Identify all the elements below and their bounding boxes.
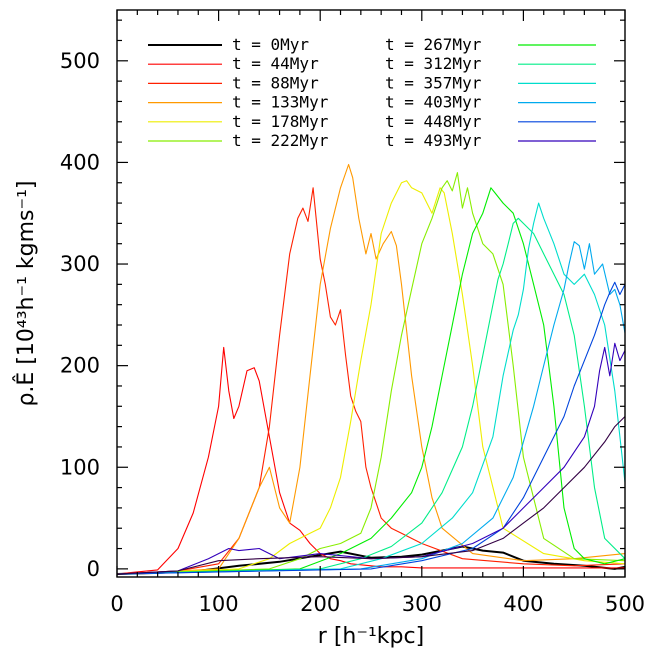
legend-label: t = 0Myr	[232, 35, 309, 54]
x-tick-label: 500	[605, 592, 645, 616]
legend-label: t = 312Myr	[385, 54, 482, 73]
tick-labels: 0 100 200 300 400 500 0 100 200 300 400 500	[60, 49, 645, 616]
series-line	[116, 346, 625, 575]
series-line	[116, 416, 626, 575]
legend-label: t = 222Myr	[232, 131, 329, 150]
series-line	[116, 217, 626, 575]
series-line	[116, 241, 626, 575]
series-line	[116, 342, 626, 575]
legend-label: t = 403Myr	[385, 93, 482, 112]
legend-label: t = 357Myr	[385, 73, 482, 92]
y-tick-label: 0	[87, 557, 100, 581]
legend-label: t = 133Myr	[232, 93, 329, 112]
series-line	[116, 163, 626, 575]
series-line	[116, 202, 626, 575]
x-axis-label: r [h⁻¹kpc]	[318, 624, 424, 649]
series-line	[116, 281, 626, 575]
legend-label: t = 44Myr	[232, 54, 319, 73]
x-tick-label: 100	[199, 592, 239, 616]
axis-ticks	[116, 10, 626, 577]
series-layer	[116, 163, 626, 575]
legend-label: t = 178Myr	[232, 112, 329, 131]
legend-label: t = 88Myr	[232, 73, 319, 92]
legend-label: t = 493Myr	[385, 131, 482, 150]
x-tick-label: 400	[503, 592, 543, 616]
x-tick-label: 300	[402, 592, 442, 616]
y-axis-label: ρ.Ê [10⁴³h⁻¹ kgms⁻¹]	[13, 180, 39, 406]
y-tick-label: 300	[60, 252, 100, 276]
x-tick-label: 200	[300, 592, 340, 616]
series-line	[116, 187, 626, 575]
y-tick-label: 100	[60, 455, 100, 479]
plot-frame	[116, 9, 626, 578]
series-line	[116, 172, 626, 575]
series-line	[116, 187, 626, 575]
y-tick-label: 400	[60, 150, 100, 174]
x-tick-label: 0	[110, 592, 123, 616]
y-tick-label: 500	[60, 49, 100, 73]
legend-label: t = 448Myr	[385, 112, 482, 131]
y-tick-label: 200	[60, 354, 100, 378]
series-line	[116, 180, 626, 575]
series-line	[116, 545, 626, 575]
legend-label: t = 267Myr	[385, 35, 482, 54]
